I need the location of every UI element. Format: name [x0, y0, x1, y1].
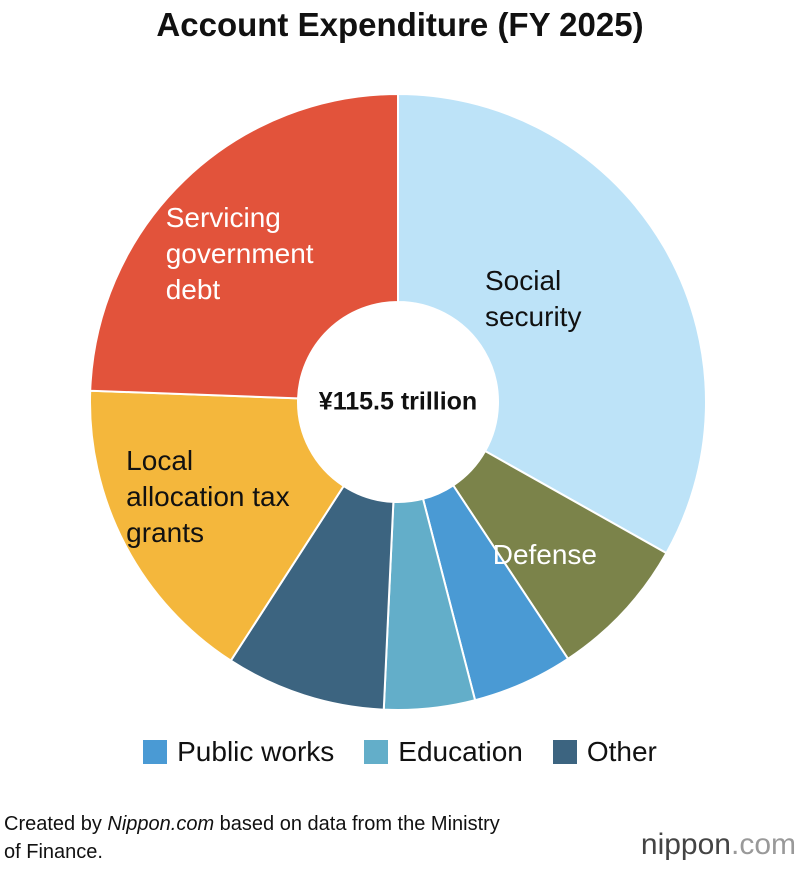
source-note: Created by Nippon.com based on data from…	[4, 810, 504, 866]
slice	[229, 484, 395, 711]
legend-item: Education	[364, 736, 523, 768]
chart-title: Account Expenditure (FY 2025)	[156, 6, 644, 43]
legend-swatch	[364, 740, 389, 764]
slice	[89, 92, 399, 400]
source-suffix: based on data from the Ministry of Finan…	[4, 813, 500, 863]
source-prefix: Created by	[4, 813, 108, 835]
legend-swatch	[143, 740, 168, 764]
legend-item: Other	[552, 736, 657, 768]
legend: Public works Education Other	[0, 736, 800, 768]
logo: nippon.com	[641, 828, 796, 862]
slice-label: Social security	[484, 264, 582, 332]
slice	[397, 92, 707, 555]
slice-label: Servicing government debt	[165, 202, 314, 306]
legend-item: Public works	[143, 736, 334, 768]
legend-swatch	[552, 740, 577, 764]
slice-label: Local allocation tax grants	[126, 444, 290, 548]
legend-label: Other	[586, 736, 657, 767]
logo-name: nippon	[640, 828, 731, 861]
slice-label: Defense	[492, 539, 598, 571]
legend-label: Public works	[177, 736, 335, 767]
center-label: ¥115.5 trillion	[318, 387, 478, 416]
source-site: Nippon.com	[107, 813, 215, 835]
logo-domain: .com	[730, 828, 796, 861]
slice	[89, 389, 346, 663]
legend-label: Education	[398, 736, 523, 767]
